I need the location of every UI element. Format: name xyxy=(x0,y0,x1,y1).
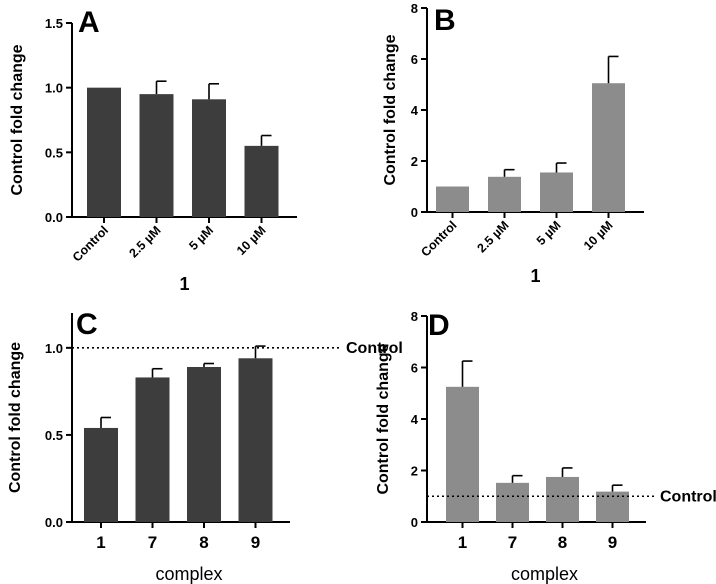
y-axis-title: Control fold change xyxy=(375,343,392,494)
x-axis-title: 1 xyxy=(530,266,540,286)
y-tick-label: 8 xyxy=(411,1,418,16)
x-tick-label: 1 xyxy=(458,533,467,552)
bar xyxy=(84,427,118,522)
x-tick-label: 10 µM xyxy=(581,218,616,253)
panel-letter: B xyxy=(434,4,456,37)
x-tick-label: 9 xyxy=(251,533,260,552)
y-axis-title: Control fold change xyxy=(7,342,24,493)
x-tick-label: 7 xyxy=(508,533,517,552)
y-tick-label: 0.5 xyxy=(45,145,63,160)
y-tick-label: 2 xyxy=(411,464,418,479)
y-tick-label: 0 xyxy=(411,515,418,530)
panel-A: A 0.0 0.5 1.0 1.5 Control fold change Control 2… xyxy=(9,6,297,294)
x-axis-title: 1 xyxy=(179,274,189,294)
x-tick-label: 2.5 µM xyxy=(475,218,512,255)
x-axis-title: complex xyxy=(511,564,578,584)
bar xyxy=(496,482,529,522)
x-tick-label: 8 xyxy=(558,533,567,552)
bar xyxy=(139,94,174,217)
y-tick-label: 0.5 xyxy=(45,428,63,443)
y-tick-label: 0.0 xyxy=(45,210,63,225)
bar xyxy=(592,83,625,212)
y-tick-label: 2 xyxy=(411,154,418,169)
y-tick-label: 0 xyxy=(411,205,418,220)
bar xyxy=(546,476,579,522)
bar xyxy=(135,377,170,522)
reference-label: Control xyxy=(346,340,403,357)
panel-letter: C xyxy=(76,308,98,341)
y-tick-label: 4 xyxy=(411,412,419,427)
y-tick-label: 4 xyxy=(411,103,419,118)
x-tick-label: 5 µM xyxy=(186,223,216,253)
x-tick-label: 10 µM xyxy=(234,223,269,258)
x-tick-label: Control xyxy=(70,223,111,264)
bar xyxy=(87,87,121,218)
x-tick-label: 2.5 µM xyxy=(127,223,164,260)
y-tick-label: 1.0 xyxy=(45,81,63,96)
y-tick-label: 6 xyxy=(411,361,418,376)
panel-letter: D xyxy=(428,309,450,342)
y-tick-label: 1.5 xyxy=(45,16,63,31)
x-axis-title: complex xyxy=(155,564,222,584)
y-tick-label: 6 xyxy=(411,52,418,67)
panel-C: C 0.0 0.5 1.0 Control fold change 1 7 8 9 Control… xyxy=(7,308,403,584)
bar xyxy=(446,386,479,522)
bar xyxy=(488,176,521,212)
bar xyxy=(187,366,221,522)
x-tick-label: Control xyxy=(418,218,459,259)
x-tick-label: 8 xyxy=(199,533,208,552)
y-axis-title: Control fold change xyxy=(9,44,26,195)
y-tick-label: 1.0 xyxy=(45,341,63,356)
x-tick-label: 7 xyxy=(148,533,157,552)
x-tick-label: 9 xyxy=(608,533,617,552)
bar xyxy=(244,145,279,217)
bar xyxy=(192,99,226,217)
bar xyxy=(540,172,573,212)
x-tick-label: 5 µM xyxy=(534,218,564,248)
panel-D: D 0 2 4 6 8 Control fold change 1 7 8 9 Control comp… xyxy=(375,309,716,584)
panel-letter: A xyxy=(78,6,100,39)
bar xyxy=(238,358,273,522)
bar xyxy=(436,186,469,212)
x-tick-label: 1 xyxy=(96,533,105,552)
y-axis-title: Control fold change xyxy=(382,34,399,185)
y-tick-label: 8 xyxy=(411,309,418,324)
reference-label: Control xyxy=(660,488,716,505)
panel-B: B 0 2 4 6 8 Control fold change Control 2.5 µM 5 … xyxy=(382,1,644,286)
y-tick-label: 0.0 xyxy=(45,515,63,530)
